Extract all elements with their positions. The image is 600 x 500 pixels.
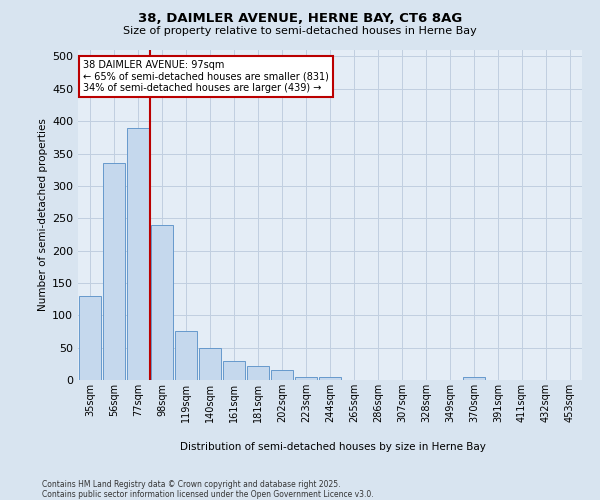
Text: 38 DAIMLER AVENUE: 97sqm
← 65% of semi-detached houses are smaller (831)
34% of : 38 DAIMLER AVENUE: 97sqm ← 65% of semi-d…: [83, 60, 329, 93]
Bar: [103, 163, 125, 380]
Bar: [463, 377, 485, 380]
Bar: [319, 377, 341, 380]
Y-axis label: Number of semi-detached properties: Number of semi-detached properties: [38, 118, 48, 312]
Bar: [79, 296, 101, 380]
Bar: [127, 128, 149, 380]
Bar: [175, 332, 197, 380]
Bar: [151, 224, 173, 380]
Text: Contains HM Land Registry data © Crown copyright and database right 2025.
Contai: Contains HM Land Registry data © Crown c…: [42, 480, 374, 499]
Text: Distribution of semi-detached houses by size in Herne Bay: Distribution of semi-detached houses by …: [180, 442, 486, 452]
Bar: [223, 360, 245, 380]
Text: 38, DAIMLER AVENUE, HERNE BAY, CT6 8AG: 38, DAIMLER AVENUE, HERNE BAY, CT6 8AG: [138, 12, 462, 26]
Text: Size of property relative to semi-detached houses in Herne Bay: Size of property relative to semi-detach…: [123, 26, 477, 36]
Bar: [247, 366, 269, 380]
Bar: [271, 370, 293, 380]
Bar: [295, 377, 317, 380]
Bar: [199, 348, 221, 380]
